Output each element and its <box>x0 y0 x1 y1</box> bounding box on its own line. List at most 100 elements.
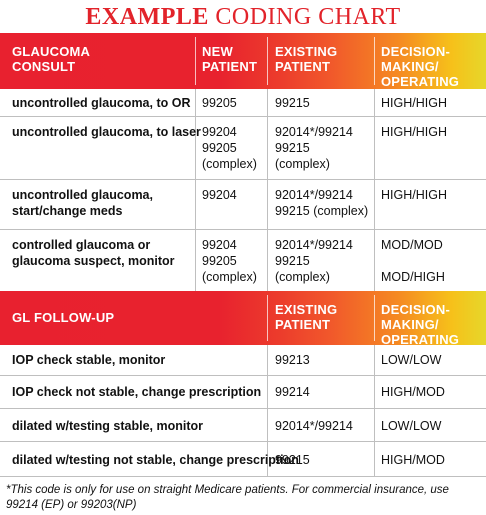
header-decision-making: DECISION-MAKING/ OPERATING ROOM <box>381 44 486 104</box>
consult-header-band <box>0 33 486 89</box>
decision-level: HIGH/MOD <box>381 385 445 399</box>
cell-line: (complex) <box>275 157 330 171</box>
cell-line: 99205 <box>202 96 237 110</box>
column-divider <box>195 89 196 291</box>
decision-level: MOD/MOD <box>381 237 443 253</box>
existing-patient-code: 99215 <box>275 453 310 467</box>
decision-level: HIGH/HIGH <box>381 124 447 140</box>
row-label: IOP check not stable, change prescriptio… <box>12 385 262 399</box>
header-divider <box>267 37 268 85</box>
cell-line: HIGH/HIGH <box>381 188 447 202</box>
cell-line: 99215 (complex) <box>275 204 369 218</box>
decision-level: MOD/HIGH <box>381 269 445 285</box>
column-divider <box>374 345 375 476</box>
existing-patient-code: 92014*/99214 <box>275 419 353 433</box>
cell-line: 99204 <box>202 188 237 202</box>
header-divider <box>374 37 375 85</box>
row-label: dilated w/testing stable, monitor <box>12 419 203 433</box>
header-line: CONSULT <box>12 59 76 74</box>
row-divider <box>0 179 486 180</box>
header-line: PATIENT <box>275 59 331 74</box>
existing-patient-code: 99215 <box>275 95 310 111</box>
new-patient-code: 99204 <box>202 187 237 203</box>
new-patient-code: 99204 99205 (complex) <box>202 124 257 172</box>
header-line: NEW <box>202 44 233 59</box>
existing-patient-code: 99214 <box>275 385 310 399</box>
decision-level: HIGH/MOD <box>381 453 445 467</box>
cell-line: uncontrolled glaucoma, to OR <box>12 96 191 110</box>
row-label: uncontrolled glaucoma, to OR <box>12 95 190 111</box>
row-label: dilated w/testing not stable, change pre… <box>12 453 299 467</box>
header-glaucoma-consult: GLAUCOMA CONSULT <box>12 44 90 74</box>
cell-line: 99215 <box>275 96 310 110</box>
existing-patient-code: 92014*/99214 99215 (complex) <box>275 187 368 219</box>
cell-line: 99205 <box>202 141 237 155</box>
header-line: EXISTING <box>275 44 338 59</box>
decision-level: LOW/LOW <box>381 419 442 433</box>
cell-line: HIGH/HIGH <box>381 96 447 110</box>
header-existing-patient: EXISTING PATIENT <box>275 44 337 74</box>
title-regular: CODING CHART <box>215 4 401 30</box>
cell-line: HIGH/HIGH <box>381 125 447 139</box>
existing-patient-code: 92014*/99214 99215 (complex) <box>275 237 353 285</box>
cell-line: (complex) <box>275 270 330 284</box>
row-label: IOP check stable, monitor <box>12 353 166 367</box>
cell-line: 99215 <box>275 254 310 268</box>
cell-line: 99204 <box>202 238 237 252</box>
column-divider <box>374 89 375 291</box>
header-line: DECISION-MAKING/ <box>381 302 450 332</box>
new-patient-code: 99204 99205 (complex) <box>202 237 257 285</box>
cell-line: (complex) <box>202 157 257 171</box>
header-divider <box>267 295 268 341</box>
header-existing-patient: EXISTING PATIENT <box>275 302 337 332</box>
cell-line: start/change meds <box>12 204 123 218</box>
header-line: DECISION-MAKING/ <box>381 44 450 74</box>
cell-line: glaucoma suspect, monitor <box>12 254 175 268</box>
header-line: OPERATING ROOM <box>381 74 460 104</box>
row-divider <box>0 408 486 409</box>
chart-title: EXAMPLE CODING CHART <box>0 3 486 31</box>
column-divider <box>267 89 268 291</box>
cell-line: uncontrolled glaucoma, <box>12 188 153 202</box>
existing-patient-code: 99213 <box>275 353 310 367</box>
row-divider <box>0 229 486 230</box>
footnote: *This code is only for use on straight M… <box>6 484 449 511</box>
header-line: GLAUCOMA <box>12 44 91 59</box>
header-line: EXISTING <box>275 302 338 317</box>
header-line: PATIENT <box>202 59 258 74</box>
decision-level: LOW/LOW <box>381 353 442 367</box>
existing-patient-code: 92014*/99214 99215 (complex) <box>275 124 353 172</box>
header-decision-making: DECISION-MAKING/ OPERATING ROOM <box>381 302 486 362</box>
decision-level: HIGH/HIGH <box>381 187 447 203</box>
header-new-patient: NEW PATIENT <box>202 44 257 74</box>
cell-line: uncontrolled glaucoma, to laser <box>12 125 201 139</box>
cell-line: 92014*/99214 <box>275 238 353 252</box>
header-line: OPERATING ROOM <box>381 332 460 362</box>
header-divider <box>195 37 196 85</box>
row-divider <box>0 476 486 477</box>
cell-line: MOD/HIGH <box>381 270 445 284</box>
row-label: uncontrolled glaucoma, to laser <box>12 124 201 140</box>
cell-line: 99205 <box>202 254 237 268</box>
column-divider <box>267 345 268 476</box>
cell-line: (complex) <box>202 270 257 284</box>
cell-line: 92014*/99214 <box>275 125 353 139</box>
header-line: PATIENT <box>275 317 331 332</box>
cell-line: 99204 <box>202 125 237 139</box>
followup-header-band <box>0 291 486 345</box>
row-divider <box>0 116 486 117</box>
row-label: controlled glaucoma or glaucoma suspect,… <box>12 237 175 269</box>
header-line: GL FOLLOW-UP <box>12 310 115 325</box>
row-divider <box>0 441 486 442</box>
cell-line: MOD/MOD <box>381 238 443 252</box>
header-divider <box>374 295 375 341</box>
cell-line: 92014*/99214 <box>275 188 353 202</box>
title-bold: EXAMPLE <box>85 4 209 30</box>
row-divider <box>0 375 486 376</box>
cell-line: controlled glaucoma or <box>12 238 151 252</box>
header-gl-follow-up: GL FOLLOW-UP <box>12 310 114 325</box>
decision-level: HIGH/HIGH <box>381 95 447 111</box>
cell-line: 99215 <box>275 141 310 155</box>
row-label: uncontrolled glaucoma, start/change meds <box>12 187 153 219</box>
new-patient-code: 99205 <box>202 95 237 111</box>
